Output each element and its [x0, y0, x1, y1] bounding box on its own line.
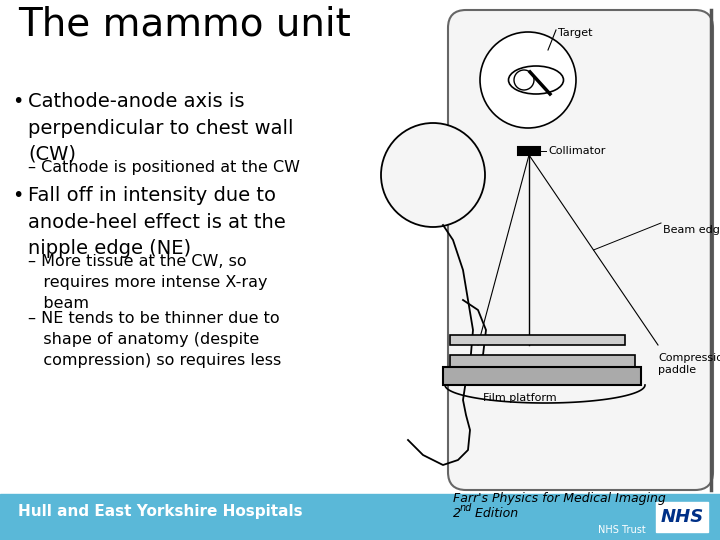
Text: – More tissue at the CW, so
   requires more intense X-ray
   beam: – More tissue at the CW, so requires mor… [28, 254, 268, 311]
Text: •: • [12, 92, 23, 111]
Text: Compression
paddle: Compression paddle [658, 353, 720, 375]
Text: Target: Target [558, 28, 593, 38]
Text: Beam edges: Beam edges [663, 225, 720, 235]
Text: Collimator: Collimator [548, 146, 606, 156]
Bar [450, 335, 625, 345]
Text: Farr's Physics for Medical Imaging: Farr's Physics for Medical Imaging [453, 492, 666, 505]
Bar [450, 355, 635, 367]
Text: 2: 2 [453, 507, 461, 520]
Text: Hull and East Yorkshire Hospitals: Hull and East Yorkshire Hospitals [18, 504, 302, 519]
Text: nd: nd [460, 503, 472, 513]
Text: NHS Trust: NHS Trust [598, 525, 646, 535]
Bar [518, 147, 540, 155]
Text: Edition: Edition [471, 507, 518, 520]
FancyBboxPatch shape [448, 10, 713, 490]
Bar [656, 502, 708, 532]
Text: – Cathode is positioned at the CW: – Cathode is positioned at the CW [28, 160, 300, 175]
Circle shape [381, 123, 485, 227]
Ellipse shape [508, 66, 564, 94]
Text: •: • [12, 186, 23, 205]
Text: The mammo unit: The mammo unit [18, 5, 351, 43]
Text: NHS: NHS [660, 508, 703, 526]
Text: – NE tends to be thinner due to
   shape of anatomy (despite
   compression) so : – NE tends to be thinner due to shape of… [28, 311, 282, 368]
Text: Fall off in intensity due to
anode-heel effect is at the
nipple edge (NE): Fall off in intensity due to anode-heel … [28, 186, 286, 258]
Bar [443, 367, 641, 385]
Bar [0, 494, 720, 540]
Text: Film platform: Film platform [483, 393, 557, 403]
Circle shape [480, 32, 576, 128]
Circle shape [514, 70, 534, 90]
Text: Cathode-anode axis is
perpendicular to chest wall
(CW): Cathode-anode axis is perpendicular to c… [28, 92, 294, 164]
